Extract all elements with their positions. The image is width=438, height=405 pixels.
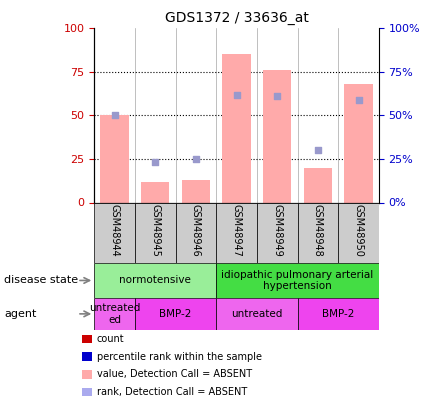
Text: GSM48946: GSM48946: [191, 204, 201, 257]
Bar: [94, 263, 216, 298]
Bar: [222, 54, 251, 202]
Point: [233, 91, 240, 98]
Point: [111, 112, 118, 119]
Text: normotensive: normotensive: [119, 275, 191, 286]
Bar: [82, 388, 92, 396]
Text: value, Detection Call = ABSENT: value, Detection Call = ABSENT: [97, 369, 252, 379]
Bar: [176, 202, 216, 263]
Text: untreated: untreated: [231, 309, 283, 319]
Text: GSM48950: GSM48950: [353, 204, 364, 257]
Bar: [338, 202, 379, 263]
Bar: [216, 263, 379, 298]
Text: GSM48944: GSM48944: [110, 204, 120, 257]
Bar: [135, 298, 216, 330]
Point: [274, 93, 281, 100]
Bar: [82, 352, 92, 361]
Bar: [82, 335, 92, 343]
Text: percentile rank within the sample: percentile rank within the sample: [97, 352, 262, 362]
Text: GSM48947: GSM48947: [232, 204, 241, 257]
Text: BMP-2: BMP-2: [322, 309, 354, 319]
Text: agent: agent: [4, 309, 37, 319]
Bar: [263, 70, 291, 202]
Bar: [216, 298, 297, 330]
Point: [192, 156, 199, 162]
Bar: [100, 115, 129, 202]
Point: [314, 147, 321, 153]
Text: count: count: [97, 334, 124, 344]
Bar: [297, 202, 338, 263]
Text: GSM48945: GSM48945: [150, 204, 160, 257]
Bar: [94, 202, 135, 263]
Bar: [135, 202, 176, 263]
Text: GSM48949: GSM48949: [272, 204, 282, 257]
Bar: [344, 84, 373, 202]
Bar: [82, 370, 92, 379]
Bar: [141, 181, 170, 202]
Bar: [257, 202, 297, 263]
Text: disease state: disease state: [4, 275, 78, 286]
Text: GSM48948: GSM48948: [313, 204, 323, 257]
Bar: [297, 298, 379, 330]
Bar: [216, 202, 257, 263]
Text: rank, Detection Call = ABSENT: rank, Detection Call = ABSENT: [97, 387, 247, 397]
Bar: [304, 168, 332, 202]
Text: idiopathic pulmonary arterial
hypertension: idiopathic pulmonary arterial hypertensi…: [221, 270, 374, 291]
Text: untreated
ed: untreated ed: [89, 303, 140, 325]
Point: [355, 96, 362, 103]
Bar: [182, 180, 210, 202]
Title: GDS1372 / 33636_at: GDS1372 / 33636_at: [165, 11, 308, 25]
Bar: [94, 298, 135, 330]
Point: [152, 159, 159, 166]
Text: BMP-2: BMP-2: [159, 309, 192, 319]
